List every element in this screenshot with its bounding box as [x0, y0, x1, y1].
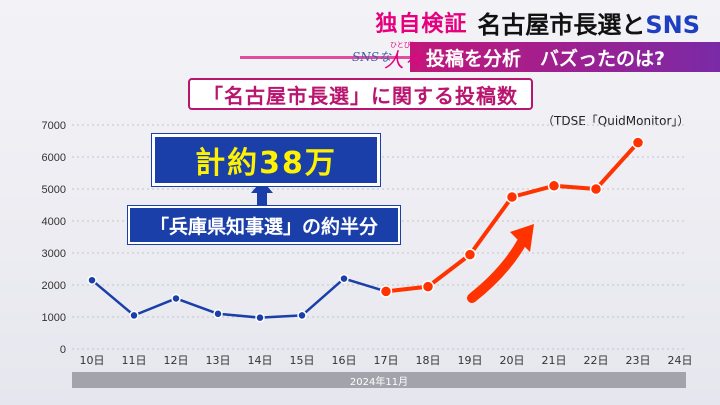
total-callout: 計約38万 [152, 134, 380, 186]
x-tick-label: 17日 [374, 354, 399, 367]
exclusive-tag: 独自検証 [375, 12, 468, 37]
x-tick-labels: 10日 11日 12日 13日 14日 15日 16日 17日 18日 19日 20日 21日 22日 2… [80, 354, 693, 367]
x-tick-label: 21日 [542, 354, 567, 367]
logo-sns-text: SNSな [352, 50, 391, 64]
series-line [385, 141, 640, 294]
data-point [421, 280, 435, 293]
annotation-arrows [251, 180, 534, 303]
data-point [505, 190, 519, 204]
subheadline: 投稿を分析 バズったのは? [426, 47, 666, 70]
series-line [91, 277, 387, 319]
y-tick-labels: 0 1000 2000 3000 4000 5000 6000 7000 [42, 120, 66, 356]
y-tick-label: 2000 [42, 280, 66, 292]
comparison-callout: 「兵庫県知事選」の約半分 [128, 206, 400, 244]
logo-hito-text: 人々 [384, 48, 424, 72]
trend-arrow-icon [467, 237, 527, 303]
x-tick-label: 19日 [458, 354, 483, 367]
x-tick-label: 22日 [584, 354, 609, 367]
y-tick-label: 3000 [42, 248, 66, 260]
x-tick-label: 12日 [164, 354, 189, 367]
headline-sns: SNS [645, 10, 700, 39]
data-point [297, 310, 307, 321]
x-tick-label: 15日 [290, 354, 315, 367]
up-arrow-icon [251, 180, 273, 193]
x-axis-label: 2024年11月 [349, 376, 409, 388]
data-point [379, 285, 393, 298]
subheadline-banner: 投稿を分析 バズったのは? [410, 42, 720, 72]
header-divider [240, 56, 410, 59]
x-tick-label: 14日 [248, 354, 273, 367]
header-title: 独自検証 名古屋市長選とSNS [375, 5, 700, 40]
data-point [129, 310, 139, 321]
data-point [339, 273, 349, 284]
chart-title: 「名古屋市長選」に関する投稿数 [188, 78, 533, 110]
y-tick-label: 0 [60, 344, 66, 356]
x-tick-label: 16日 [332, 354, 357, 367]
x-axis-label-bar: 2024年11月 [72, 372, 686, 388]
data-point [171, 293, 181, 304]
up-arrow-stem [257, 192, 267, 206]
y-tick-label: 1000 [42, 312, 66, 324]
trend-arrowhead-icon [510, 224, 534, 252]
x-tick-label: 13日 [206, 354, 231, 367]
x-tick-label: 18日 [416, 354, 441, 367]
data-point [547, 179, 561, 193]
data-point [87, 275, 97, 285]
y-tick-label: 4000 [42, 216, 66, 228]
x-tick-label: 23日 [626, 354, 651, 367]
data-point [631, 136, 645, 149]
y-tick-label: 5000 [42, 184, 66, 196]
x-tick-label: 11日 [122, 354, 147, 367]
x-tick-label: 10日 [80, 354, 105, 367]
y-tick-label: 7000 [42, 120, 66, 132]
data-point [255, 312, 265, 323]
program-logo: SNSな 人々 ひとびと [352, 41, 424, 72]
data-point [589, 182, 603, 196]
x-tick-label: 24日 [668, 354, 693, 367]
y-tick-label: 6000 [42, 152, 66, 164]
headline-text: 名古屋市長選と [477, 10, 646, 39]
data-points [87, 136, 645, 323]
data-point [213, 309, 223, 319]
logo-ruby: ひとびと [390, 41, 418, 49]
headline: 名古屋市長選とSNS [477, 5, 700, 40]
data-point [463, 248, 477, 261]
x-tick-label: 20日 [500, 354, 525, 367]
